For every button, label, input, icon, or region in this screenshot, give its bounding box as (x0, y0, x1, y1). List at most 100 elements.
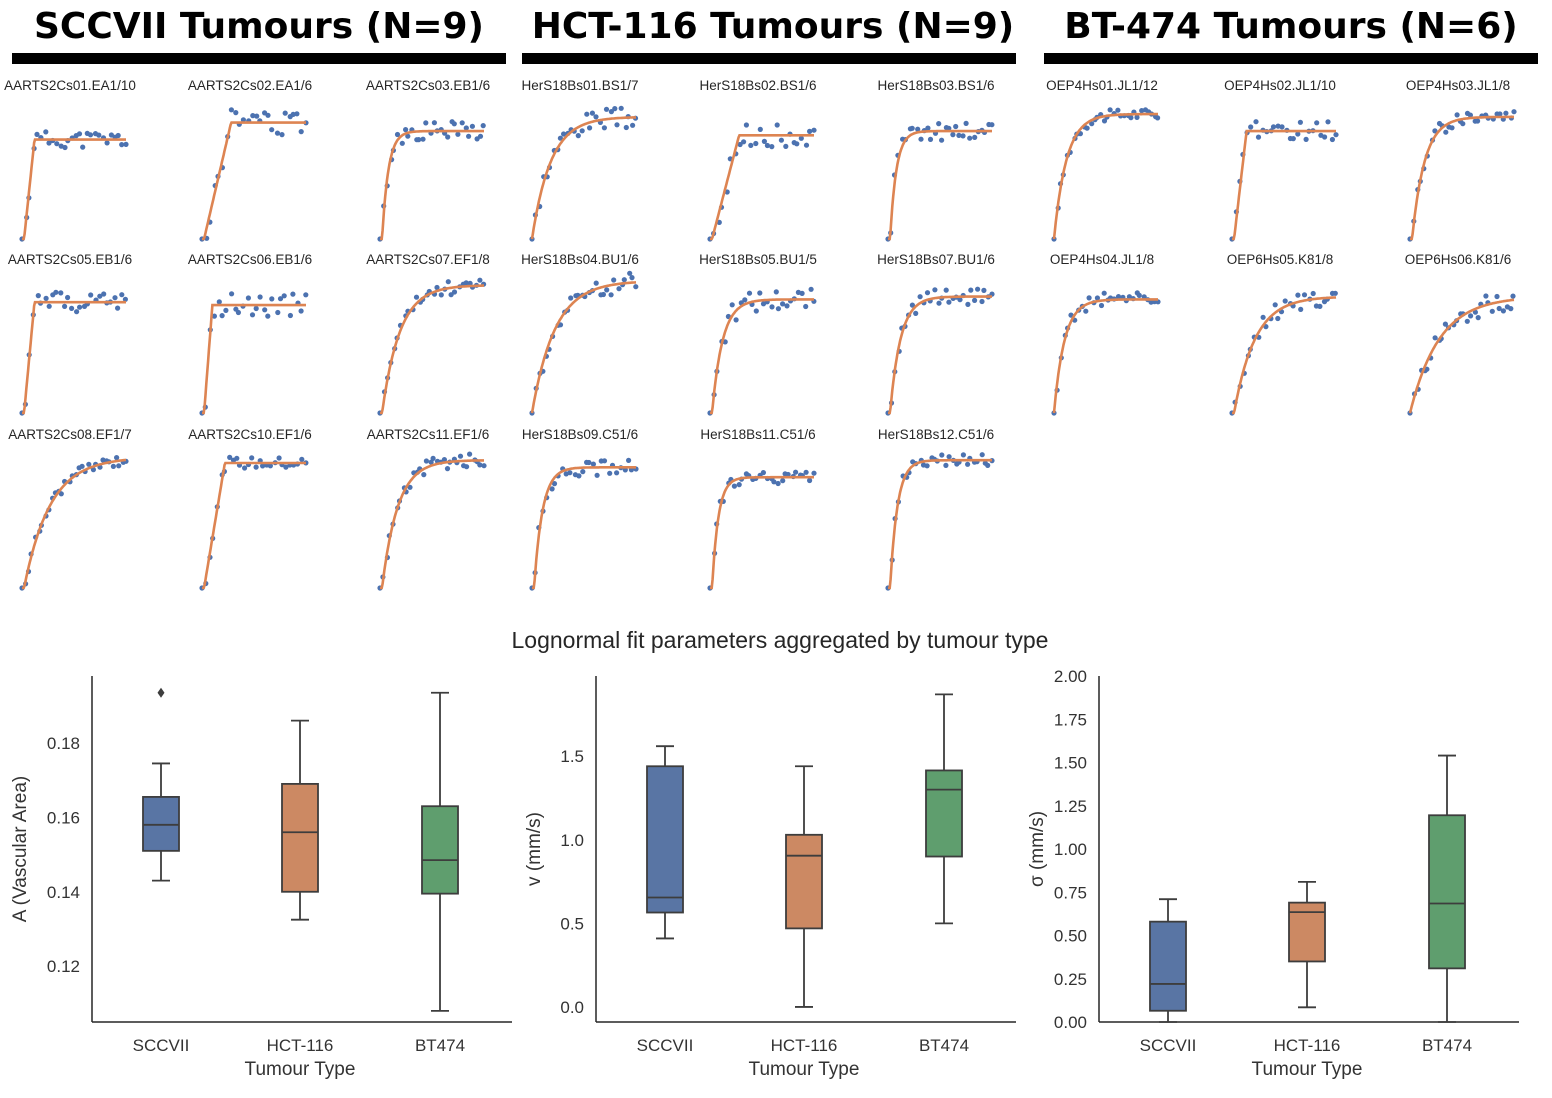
fit-curve (530, 116, 636, 240)
data-point (421, 472, 427, 478)
box-sccvii (646, 745, 684, 940)
data-point (1295, 292, 1301, 298)
data-point (957, 297, 963, 303)
box-iqr (1149, 920, 1187, 1012)
data-point (589, 110, 596, 116)
fit-curve (202, 461, 306, 590)
data-point (115, 305, 121, 311)
data-point (629, 275, 635, 281)
data-point (612, 106, 618, 112)
data-point (420, 136, 426, 142)
data-point (1432, 335, 1438, 341)
data-point (431, 120, 437, 126)
data-point (939, 452, 945, 458)
data-point (953, 123, 959, 130)
y-tick-label: 0.75 (1054, 883, 1087, 902)
x-tick-label-bt474: BT474 (919, 1036, 969, 1055)
data-point (275, 309, 281, 316)
fit-curve (380, 129, 484, 241)
data-point (1322, 134, 1328, 140)
fit-curve (710, 475, 814, 590)
fit-curve (202, 303, 306, 415)
data-point (803, 303, 809, 310)
curve-panel: HerS18Bs07.BU1/6 (877, 252, 995, 416)
data-point (119, 292, 125, 298)
group-title-hct116: HCT-116 Tumours (N=9) (532, 6, 1015, 47)
y-axis-label: v (mm/s) (524, 812, 545, 886)
data-point (115, 132, 121, 139)
x-axis-label: Tumour Type (749, 1059, 860, 1080)
fit-curve (1232, 129, 1336, 241)
fit-curve (22, 458, 126, 590)
data-point (77, 304, 83, 310)
curve-panel: OEP6Hs06.K81/6 (1405, 252, 1516, 416)
curve-panel: AARTS2Cs10.EF1/6 (188, 427, 312, 591)
curve-panel: AARTS2Cs01.EA1/10 (4, 78, 136, 242)
data-point (303, 292, 309, 298)
data-point (394, 131, 401, 138)
data-point (729, 302, 735, 308)
panel-title: AARTS2Cs02.EA1/6 (188, 78, 312, 93)
data-point (633, 284, 639, 290)
data-point (943, 462, 949, 468)
data-point (614, 470, 620, 476)
data-point (1141, 294, 1147, 300)
data-point (1333, 132, 1339, 138)
group-header-sccvii: SCCVII Tumours (N=9) (12, 6, 506, 64)
data-point (1279, 124, 1285, 130)
curve-panel: OEP4Hs04.JL1/8 (1050, 252, 1161, 416)
panel-title: HerS18Bs01.BS1/7 (521, 78, 638, 93)
box-iqr (142, 796, 180, 852)
data-point (557, 135, 564, 141)
data-point (46, 140, 52, 146)
panel-title: OEP4Hs03.JL1/8 (1406, 78, 1510, 93)
y-tick-label: 1.50 (1054, 754, 1087, 773)
y-tick-label: 0.00 (1054, 1013, 1087, 1032)
data-point (626, 457, 632, 463)
data-point (785, 471, 791, 478)
data-point (1432, 128, 1438, 134)
data-point (968, 287, 974, 293)
data-point (274, 130, 281, 136)
group-header-bt474: BT-474 Tumours (N=6) (1044, 6, 1538, 64)
fit-curve (888, 295, 992, 415)
y-tick-label: 0.5 (560, 914, 584, 933)
curve-panel: HerS18Bs04.BU1/6 (521, 252, 639, 416)
data-point (780, 301, 786, 307)
panel-title: OEP4Hs04.JL1/8 (1050, 252, 1154, 267)
panel-title: HerS18Bs02.BS1/6 (699, 78, 816, 93)
data-point (575, 133, 581, 139)
y-tick-label: 1.75 (1054, 710, 1087, 729)
fit-curve (888, 458, 992, 590)
box-bt474 (925, 693, 963, 925)
data-point (593, 280, 599, 286)
data-point (1270, 124, 1277, 130)
data-point (1329, 136, 1335, 143)
data-point (616, 286, 622, 292)
x-axis-label: Tumour Type (245, 1059, 356, 1080)
data-point (112, 295, 118, 301)
data-point (1508, 306, 1514, 312)
data-point (277, 296, 284, 302)
data-point (775, 480, 781, 487)
curve-panel: HerS18Bs05.BU1/5 (699, 252, 817, 416)
curve-panel: AARTS2Cs02.EA1/6 (188, 78, 312, 242)
data-point (757, 126, 763, 132)
data-point (604, 287, 610, 293)
data-point (733, 317, 739, 323)
data-point (736, 482, 742, 488)
panel-title: HerS18Bs09.C51/6 (522, 427, 638, 442)
data-point (939, 137, 945, 143)
data-point (457, 453, 464, 459)
panel-title: HerS18Bs11.C51/6 (700, 427, 815, 442)
data-point (1136, 292, 1142, 298)
data-point (811, 127, 817, 133)
data-point (618, 105, 624, 111)
fit-curve (380, 284, 484, 415)
data-point (601, 458, 608, 464)
y-tick-label: 0.25 (1054, 970, 1087, 989)
data-point (769, 144, 775, 150)
data-point (593, 114, 599, 120)
data-point (451, 121, 457, 127)
data-point (34, 131, 40, 137)
